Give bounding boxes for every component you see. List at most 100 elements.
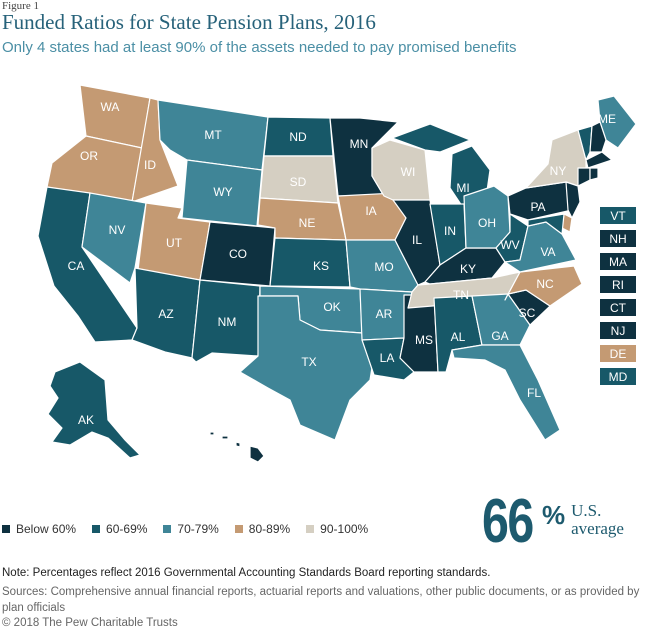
small-state-label-vt: VT <box>610 209 626 223</box>
state-ct <box>577 167 591 187</box>
small-state-box-ct <box>600 299 636 316</box>
small-state-box-ri <box>600 276 636 293</box>
chart-subtitle: Only 4 states had at least 90% of the as… <box>2 39 517 56</box>
label-mi: MI <box>456 181 469 195</box>
label-wy: WY <box>213 185 232 199</box>
label-ok: OK <box>323 300 340 314</box>
label-tn: TN <box>453 288 469 302</box>
label-il: IL <box>412 233 422 247</box>
legend-item: 90-100% <box>306 522 368 536</box>
label-ms: MS <box>415 333 433 347</box>
small-state-box-nh <box>600 230 636 247</box>
label-ia: IA <box>365 204 376 218</box>
state-nh <box>589 121 607 153</box>
state-tx <box>239 295 375 441</box>
state-ks <box>269 237 351 288</box>
label-co: CO <box>229 247 247 261</box>
small-state-box-nj <box>600 322 636 339</box>
average-caption: U.S. average <box>571 502 624 538</box>
small-state-box-md <box>600 368 636 385</box>
state-ga <box>471 293 531 346</box>
average-value: 66 <box>482 487 534 556</box>
label-id: ID <box>144 158 156 172</box>
label-wv: WV <box>500 238 519 252</box>
small-state-label-nj: NJ <box>611 324 626 338</box>
average-percent-sign: % <box>542 500 566 530</box>
label-ky: KY <box>460 262 476 276</box>
sources: Sources: Comprehensive annual financial … <box>2 586 640 614</box>
label-tx: TX <box>301 355 316 369</box>
chart-title: Funded Ratios for State Pension Plans, 2… <box>2 10 376 34</box>
state-ri <box>589 167 599 181</box>
label-wi: WI <box>401 165 416 179</box>
label-ne: NE <box>299 216 316 230</box>
small-state-label-nh: NH <box>609 232 626 246</box>
legend-swatch <box>234 525 243 533</box>
label-in: IN <box>444 224 456 238</box>
legend-swatch <box>306 525 315 533</box>
small-state-label-de: DE <box>610 347 627 361</box>
label-ks: KS <box>313 259 329 273</box>
small-state-box-vt <box>600 207 636 224</box>
small-state-box-ma <box>600 253 636 270</box>
legend-label: 60-69% <box>106 522 148 536</box>
label-me: ME <box>598 112 616 126</box>
small-state-box-de <box>600 345 636 362</box>
label-fl: FL <box>527 386 541 400</box>
note: Note: Percentages reflect 2016 Governmen… <box>2 567 491 579</box>
state-id <box>131 97 179 203</box>
label-pa: PA <box>530 200 545 214</box>
label-va: VA <box>540 245 555 259</box>
label-ut: UT <box>166 236 183 250</box>
legend-item: 60-69% <box>92 522 147 536</box>
state-nc <box>504 265 583 307</box>
average-caption-line1: U.S. <box>571 501 602 520</box>
state-ma <box>585 151 613 169</box>
label-mn: MN <box>350 137 369 151</box>
state-nv <box>81 192 147 284</box>
state-ny <box>525 129 587 189</box>
figure-label: Figure 1 <box>2 0 39 12</box>
state-md <box>527 213 565 235</box>
average-caption-line2: average <box>571 519 624 538</box>
legend-label: Below 60% <box>16 522 77 536</box>
color-legend: Below 60% 60-69% 70-79% 80-89% 90-100% <box>2 522 384 536</box>
label-hi: HI <box>236 454 248 468</box>
label-la: LA <box>380 351 395 365</box>
small-state-label-ma: MA <box>609 255 627 269</box>
label-sc: SC <box>519 306 536 320</box>
legend-item: 70-79% <box>163 522 219 536</box>
legend-label: 70-79% <box>177 522 219 536</box>
legend-item: Below 60% <box>2 522 76 536</box>
state-nj <box>565 181 581 219</box>
label-ar: AR <box>376 307 393 321</box>
state-fl <box>451 344 561 441</box>
label-ny: NY <box>550 164 567 178</box>
legend-swatch <box>2 525 10 533</box>
small-state-label-md: MD <box>609 370 628 384</box>
label-nd: ND <box>289 130 307 144</box>
label-sd: SD <box>290 175 307 189</box>
label-ga: GA <box>491 329 508 343</box>
legend-swatch <box>163 525 172 533</box>
copyright: © 2018 The Pew Charitable Trusts <box>2 617 178 629</box>
label-nm: NM <box>218 315 237 329</box>
label-nv: NV <box>109 223 126 237</box>
legend-swatch <box>92 525 101 533</box>
state-ak <box>47 361 141 459</box>
state-hi <box>209 431 265 463</box>
label-nc: NC <box>536 277 554 291</box>
legend-label: 80-89% <box>248 522 291 536</box>
label-al: AL <box>451 330 466 344</box>
label-ak: AK <box>78 413 94 427</box>
label-az: AZ <box>158 307 173 321</box>
small-state-label-ri: RI <box>612 278 624 292</box>
legend-item: 80-89% <box>234 522 291 536</box>
legend-label: 90-100% <box>320 522 369 536</box>
label-oh: OH <box>478 216 496 230</box>
label-mo: MO <box>374 260 393 274</box>
small-state-label-ct: CT <box>610 301 627 315</box>
label-mt: MT <box>204 128 222 142</box>
label-wa: WA <box>101 100 120 114</box>
us-average-callout: 66 % U.S. average <box>482 490 624 554</box>
